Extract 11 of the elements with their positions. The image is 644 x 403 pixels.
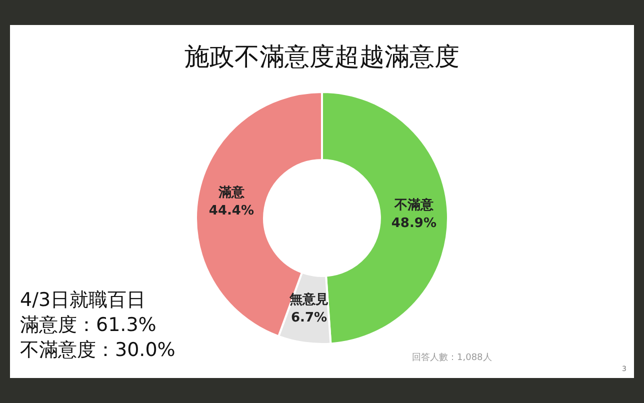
data-label: 6.7% bbox=[291, 310, 328, 326]
text: 4/3日就職百日 bbox=[20, 288, 147, 313]
text: 不滿意度：30.0% bbox=[20, 338, 176, 363]
text: 回答人數：1,088人 bbox=[412, 352, 492, 364]
slice-label: 不滿意 bbox=[393, 197, 434, 214]
slice-label: 滿意 bbox=[217, 184, 246, 200]
slice-label: 無意見 bbox=[288, 291, 329, 308]
text: 滿意度：61.3% bbox=[20, 313, 158, 338]
data-label: 48.9% bbox=[391, 216, 436, 232]
data-label: 44.4% bbox=[208, 203, 254, 218]
chart-title: 施政不滿意度超越滿意度 bbox=[184, 41, 460, 73]
